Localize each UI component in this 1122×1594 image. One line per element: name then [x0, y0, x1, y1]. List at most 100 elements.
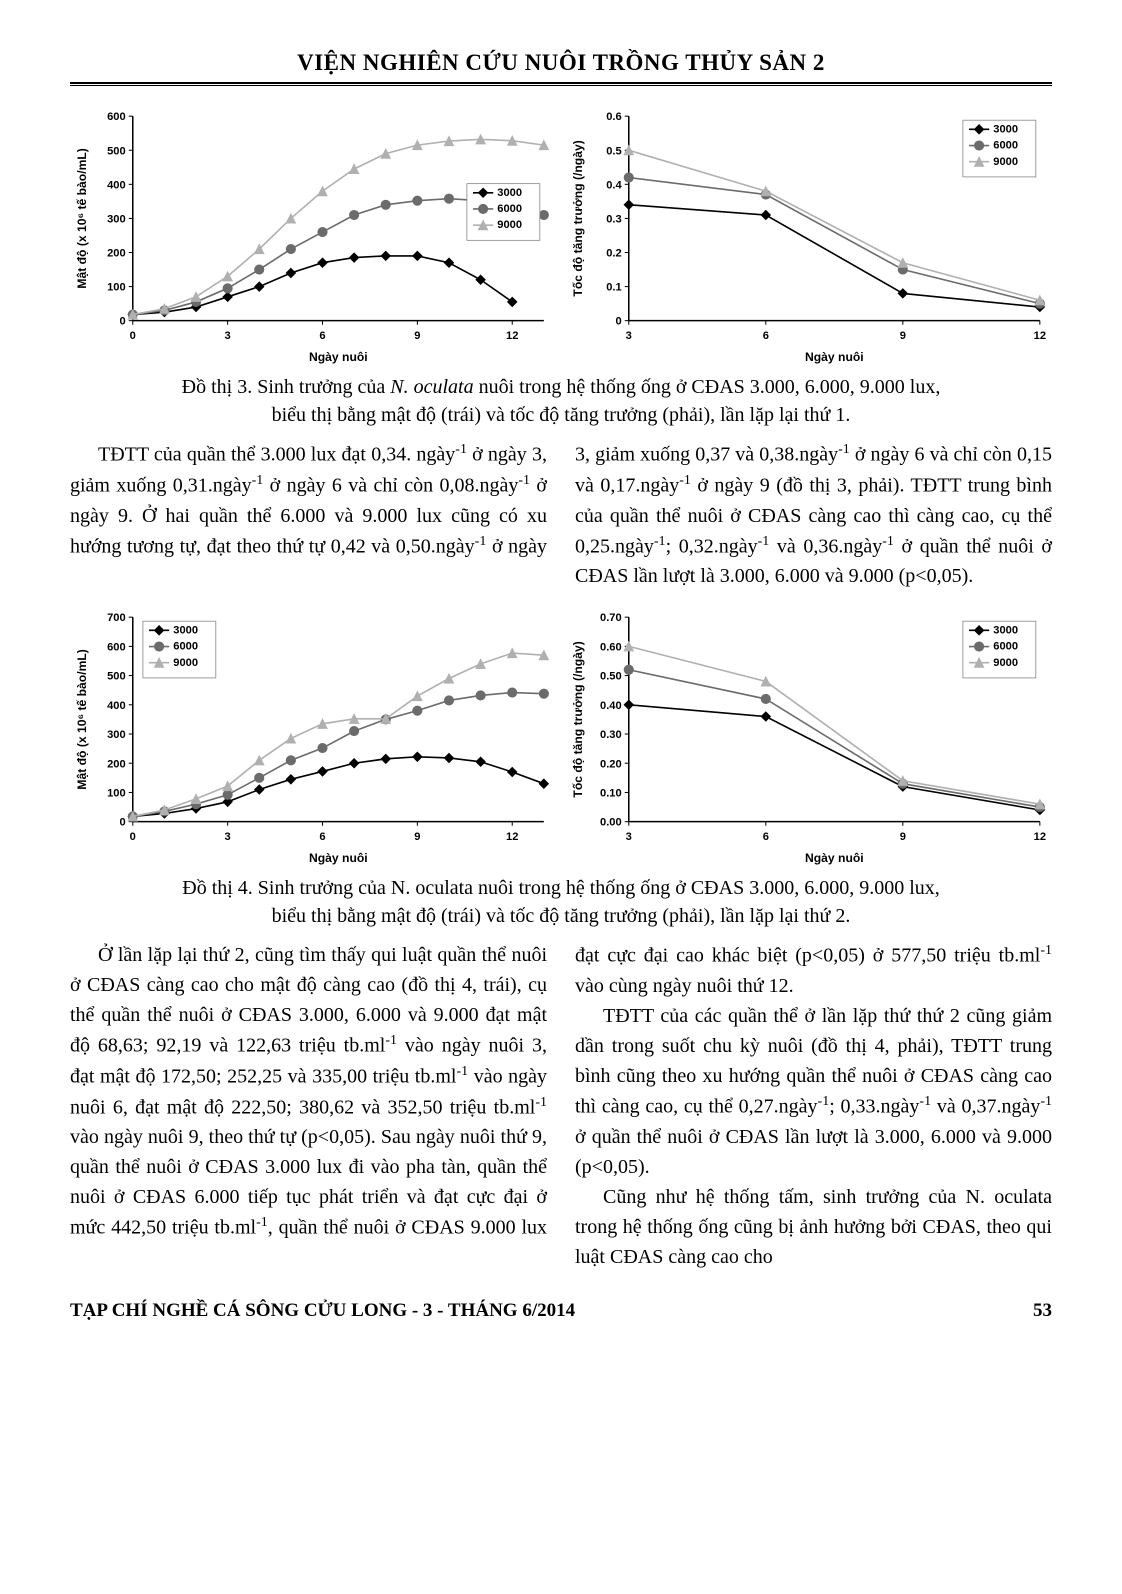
svg-text:12: 12: [506, 831, 518, 843]
svg-text:Mật độ (x 10⁶ tế bào/mL): Mật độ (x 10⁶ tế bào/mL): [75, 649, 89, 790]
svg-text:6: 6: [763, 330, 769, 342]
svg-text:600: 600: [107, 111, 126, 123]
sup: -1: [1040, 943, 1052, 958]
svg-text:9: 9: [414, 330, 420, 342]
svg-text:6: 6: [763, 831, 769, 843]
p2-t13: N. oculata: [966, 1186, 1052, 1208]
svg-text:6000: 6000: [173, 641, 198, 653]
chart4-left-svg: 0100200300400500600700036912Ngày nuôiMật…: [70, 605, 556, 868]
p2-t10: và 0,37.ngày: [931, 1096, 1040, 1118]
svg-text:0.5: 0.5: [606, 145, 621, 157]
sup: -1: [518, 473, 530, 488]
header-divider: [70, 82, 1052, 86]
svg-text:600: 600: [107, 642, 126, 654]
p2-t5: , quần thể nuôi ở CĐAS: [268, 1217, 471, 1239]
svg-text:Tốc độ tăng trưởng (/ngày): Tốc độ tăng trưởng (/ngày): [571, 641, 585, 797]
svg-text:9: 9: [900, 831, 906, 843]
svg-text:9000: 9000: [993, 657, 1018, 669]
chart3-right-svg: 00.10.20.30.40.50.636912Ngày nuôiTốc độ …: [566, 104, 1052, 367]
p2-t12: Cũng như hệ thống tấm, sinh trưởng của: [603, 1186, 966, 1208]
p1-t10: và 0,36.ngày: [769, 535, 882, 557]
svg-text:Ngày nuôi: Ngày nuôi: [309, 350, 368, 364]
svg-text:6000: 6000: [993, 140, 1018, 152]
svg-text:400: 400: [107, 700, 126, 712]
sup: -1: [838, 442, 850, 457]
svg-text:100: 100: [107, 282, 126, 294]
chart4-cap-c: biểu thị bằng mật độ (trái) và tốc độ tă…: [272, 905, 851, 927]
svg-text:3: 3: [225, 831, 231, 843]
svg-text:0.1: 0.1: [606, 282, 621, 294]
svg-text:300: 300: [107, 213, 126, 225]
svg-text:0: 0: [130, 330, 136, 342]
chart4-caption: Đồ thị 4. Sinh trưởng của N. oculata nuô…: [70, 874, 1052, 930]
chart3-cap-ital: N. oculata: [390, 376, 473, 398]
svg-text:6: 6: [319, 330, 325, 342]
sup: -1: [256, 1215, 268, 1230]
chart3-caption: Đồ thị 3. Sinh trưởng của N. oculata nuô…: [70, 373, 1052, 429]
svg-text:400: 400: [107, 179, 126, 191]
svg-text:0.50: 0.50: [600, 671, 622, 683]
svg-text:3000: 3000: [497, 187, 522, 199]
svg-text:0.6: 0.6: [606, 111, 621, 123]
sup: -1: [758, 534, 770, 549]
chart4-left: 0100200300400500600700036912Ngày nuôiMật…: [70, 605, 556, 868]
svg-text:6000: 6000: [497, 203, 522, 215]
p1-t3: ở ngày 6 và chỉ còn 0,08.ngày: [263, 475, 518, 497]
svg-text:300: 300: [107, 729, 126, 741]
svg-text:Ngày nuôi: Ngày nuôi: [805, 350, 864, 364]
svg-text:6: 6: [319, 831, 325, 843]
svg-text:9000: 9000: [993, 156, 1018, 168]
chart4-right-svg: 0.000.100.200.300.400.500.600.7036912Ngà…: [566, 605, 1052, 868]
svg-text:9000: 9000: [173, 657, 198, 669]
svg-text:0.20: 0.20: [600, 759, 622, 771]
svg-text:3: 3: [225, 330, 231, 342]
svg-text:0.3: 0.3: [606, 213, 621, 225]
svg-text:12: 12: [1034, 330, 1046, 342]
svg-text:3: 3: [626, 330, 632, 342]
svg-text:3000: 3000: [993, 625, 1018, 637]
svg-text:Ngày nuôi: Ngày nuôi: [309, 851, 368, 865]
svg-text:3000: 3000: [173, 625, 198, 637]
page-footer: TẠP CHÍ NGHỀ CÁ SÔNG CỬU LONG - 3 - THÁN…: [70, 1286, 1052, 1322]
svg-text:200: 200: [107, 759, 126, 771]
svg-text:0: 0: [616, 316, 622, 328]
chart4-cap-a: Đồ thị 4. Sinh trưởng của N. oculata nuô…: [182, 877, 940, 899]
para-block-2: Ở lần lặp lại thứ 2, cũng tìm thấy qui l…: [70, 940, 1052, 1271]
svg-text:Tốc độ tăng trưởng (/ngày): Tốc độ tăng trưởng (/ngày): [571, 140, 585, 296]
footer-page-number: 53: [1033, 1300, 1052, 1322]
svg-text:0.70: 0.70: [600, 612, 622, 624]
sup: -1: [679, 473, 691, 488]
p2-t14: trong hệ thống ống cũng bị ảnh hưởng bởi…: [575, 1216, 1052, 1268]
para-block-1: TĐTT của quần thể 3.000 lux đạt 0,34. ng…: [70, 439, 1052, 591]
svg-text:500: 500: [107, 671, 126, 683]
chart3-right: 00.10.20.30.40.50.636912Ngày nuôiTốc độ …: [566, 104, 1052, 367]
sup: -1: [475, 534, 487, 549]
svg-text:0.60: 0.60: [600, 642, 622, 654]
sup: -1: [1040, 1094, 1052, 1109]
p1-t9: ; 0,32.ngày: [666, 535, 758, 557]
svg-text:0: 0: [120, 817, 126, 829]
chart3-cap-b: nuôi trong hệ thống ống ở CĐAS 3.000, 6.…: [474, 376, 941, 398]
chart3-cap-a: Đồ thị 3. Sinh trưởng của: [182, 376, 391, 398]
sup: -1: [818, 1094, 830, 1109]
svg-text:200: 200: [107, 248, 126, 260]
sup: -1: [535, 1095, 547, 1110]
chart3-left-svg: 0100200300400500600036912Ngày nuôiMật độ…: [70, 104, 556, 367]
svg-text:0.4: 0.4: [606, 179, 622, 191]
chart3-left: 0100200300400500600036912Ngày nuôiMật độ…: [70, 104, 556, 367]
svg-text:6000: 6000: [993, 641, 1018, 653]
svg-text:9: 9: [414, 831, 420, 843]
svg-text:Ngày nuôi: Ngày nuôi: [805, 851, 864, 865]
svg-text:3000: 3000: [993, 123, 1018, 135]
chart4-right: 0.000.100.200.300.400.500.600.7036912Ngà…: [566, 605, 1052, 868]
svg-text:9000: 9000: [497, 219, 522, 231]
chart3-cap-c: biểu thị bằng mật độ (trái) và tốc độ tă…: [272, 404, 851, 426]
svg-text:100: 100: [107, 788, 126, 800]
sup: -1: [919, 1094, 931, 1109]
svg-text:700: 700: [107, 612, 126, 624]
svg-text:0.2: 0.2: [606, 248, 621, 260]
sup: -1: [654, 534, 666, 549]
svg-text:0.10: 0.10: [600, 788, 622, 800]
svg-text:0.40: 0.40: [600, 700, 622, 712]
svg-text:12: 12: [1034, 831, 1046, 843]
